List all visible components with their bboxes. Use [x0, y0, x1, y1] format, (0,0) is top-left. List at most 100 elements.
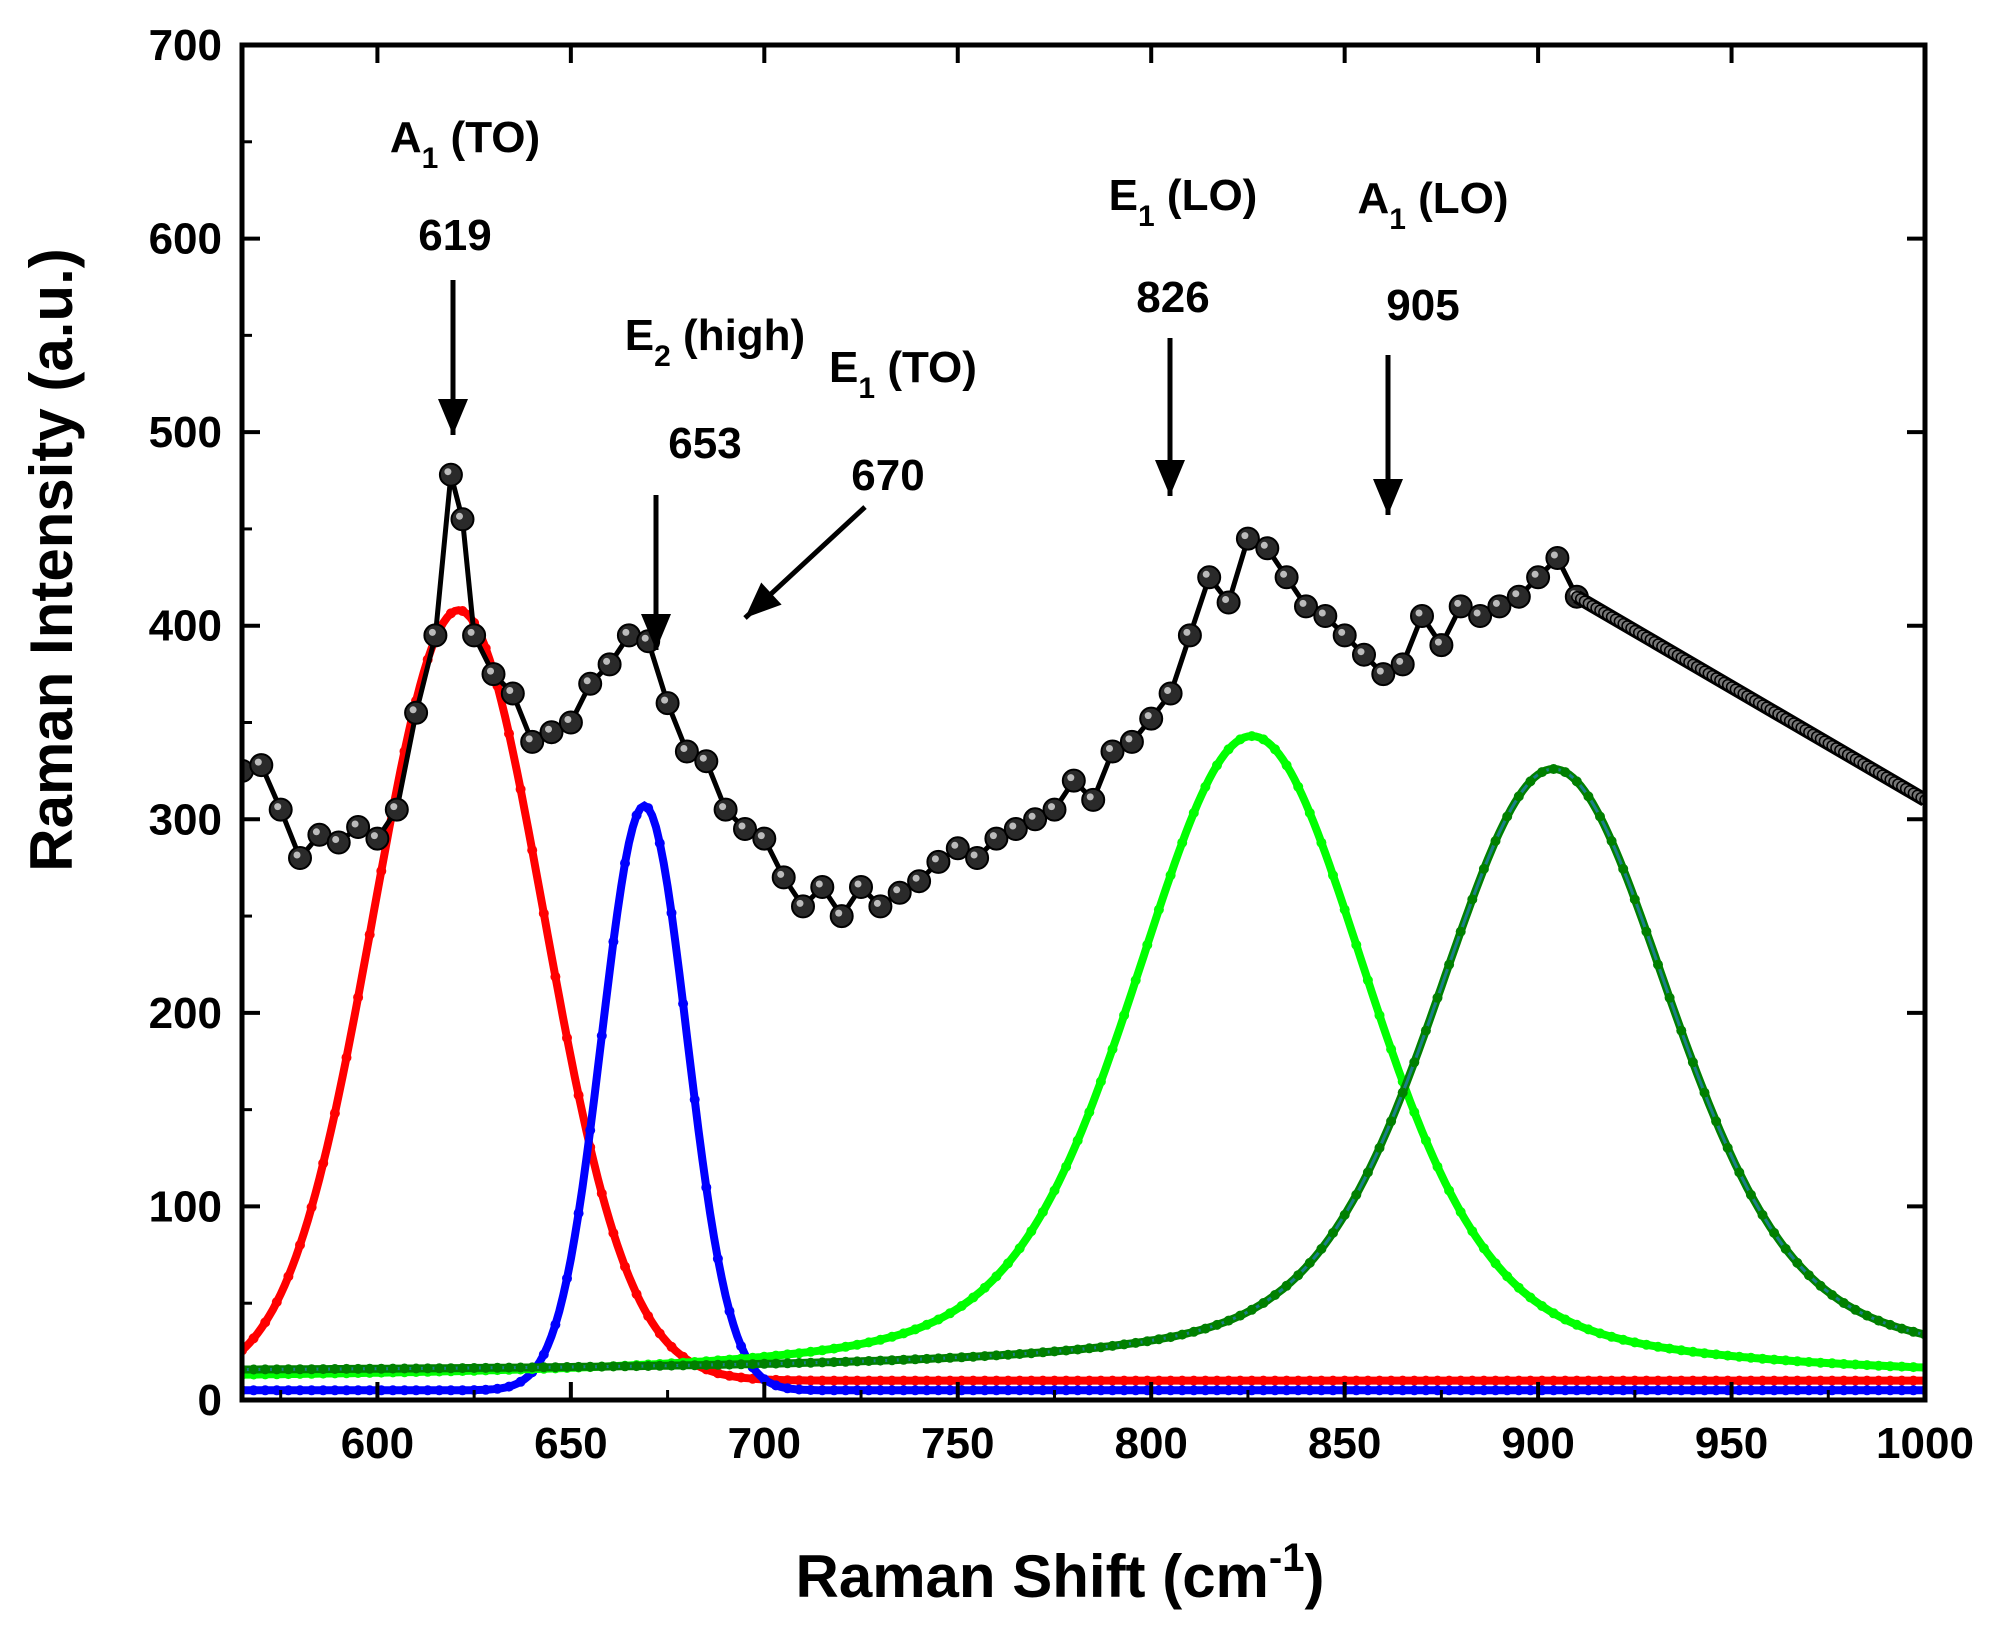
peak-marker	[1014, 1385, 1025, 1396]
peak-marker	[1571, 1375, 1582, 1386]
peak-marker	[1560, 767, 1571, 778]
peak-marker	[1328, 1227, 1338, 1238]
peak-marker	[805, 1385, 816, 1395]
peak-marker	[1246, 1304, 1257, 1315]
experimental-point-shine	[293, 851, 301, 859]
experimental-point-shine	[1473, 609, 1481, 617]
peak-marker	[724, 1359, 735, 1370]
peak-marker	[1003, 1375, 1014, 1386]
peak-marker	[1838, 1298, 1849, 1308]
peak-marker	[1328, 1385, 1338, 1396]
peak-marker	[1873, 1315, 1884, 1326]
peak-marker	[1513, 1385, 1524, 1396]
experimental-point	[1332, 623, 1357, 648]
y-tick-label: 600	[149, 215, 222, 264]
peak-marker	[1165, 1375, 1176, 1386]
experimental-point	[1177, 623, 1202, 648]
peak-marker	[248, 1333, 259, 1344]
annotation-label: E1 (TO)	[829, 343, 977, 405]
peak-marker	[504, 1362, 514, 1373]
peak-marker	[1525, 1292, 1536, 1303]
experimental-point	[655, 691, 680, 716]
peak-marker	[1119, 1375, 1130, 1386]
peak-marker	[1745, 1375, 1756, 1386]
x-axis-title-main: Raman Shift (cm	[796, 1543, 1269, 1610]
experimental-point	[481, 662, 506, 687]
peak-marker	[596, 1188, 607, 1199]
peak-marker	[1003, 1385, 1014, 1396]
peak-marker	[1745, 1385, 1756, 1396]
peak-marker	[1281, 1375, 1292, 1386]
peak-marker	[1595, 811, 1605, 822]
peak-marker	[1699, 1375, 1710, 1386]
peak-marker	[1130, 975, 1141, 986]
peak-marker	[979, 1351, 990, 1362]
experimental-point	[1061, 768, 1086, 793]
peak-marker	[1792, 1385, 1803, 1396]
peak-marker	[1537, 767, 1547, 778]
annotation-value: 619	[418, 211, 491, 260]
peak-marker	[364, 929, 375, 940]
peak-marker	[562, 1273, 572, 1284]
peak-marker	[1014, 1375, 1025, 1386]
peak-marker	[550, 1362, 561, 1373]
peak-marker	[654, 1328, 665, 1339]
peak-marker	[1583, 1385, 1594, 1396]
experimental-point	[849, 875, 873, 899]
peak-marker	[1235, 1385, 1246, 1396]
peak-marker	[643, 1361, 654, 1371]
peak-marker	[1606, 1331, 1617, 1342]
x-axis-title-end: )	[1305, 1543, 1325, 1610]
y-tick-label: 200	[149, 989, 222, 1038]
peak-marker	[1653, 1341, 1663, 1352]
experimental-point-shine	[1376, 667, 1384, 675]
peak-marker	[1444, 1185, 1455, 1196]
peak-marker	[1606, 1375, 1617, 1386]
experimental-point-shine	[1048, 803, 1055, 811]
peak-marker	[1386, 1385, 1397, 1396]
peak-marker	[1026, 1226, 1037, 1237]
peak-marker	[1420, 1385, 1431, 1396]
annotation-label: E2 (high)	[625, 311, 805, 373]
peak-marker	[1862, 1385, 1872, 1396]
peak-marker	[1548, 764, 1559, 774]
peak-marker	[1142, 939, 1153, 950]
peak-marker	[1409, 1375, 1420, 1386]
peak-marker	[1188, 1385, 1199, 1396]
peak-marker	[1873, 1385, 1884, 1396]
peak-marker	[829, 1375, 839, 1386]
peak-marker	[991, 1375, 1002, 1386]
peak-marker	[968, 1292, 979, 1303]
peak-marker	[631, 1289, 642, 1300]
peak-marker	[1270, 1375, 1280, 1386]
y-tick-label: 700	[149, 21, 222, 70]
annotation-label-sub: 1	[858, 372, 875, 405]
experimental-point	[1119, 729, 1144, 754]
peak-marker	[759, 1374, 770, 1385]
peak-marker	[1583, 1375, 1594, 1386]
peak-marker	[1467, 1226, 1478, 1237]
experimental-point-shine	[1164, 687, 1172, 694]
experimental-point	[1294, 594, 1318, 619]
peak-marker	[1722, 1350, 1733, 1361]
peak-marker	[399, 1385, 410, 1396]
peak-marker	[1409, 1107, 1420, 1118]
peak-marker	[1908, 1375, 1919, 1386]
experimental-point-shine	[1028, 812, 1036, 820]
peak-marker	[1293, 781, 1304, 792]
peak-marker	[573, 1090, 584, 1101]
experimental-point-shine	[1009, 822, 1017, 830]
peak-marker	[712, 1368, 723, 1379]
peak-marker	[1200, 781, 1211, 792]
peak-marker	[1595, 1328, 1605, 1339]
experimental-point	[713, 797, 738, 822]
peak-marker	[805, 1375, 816, 1386]
peak-marker	[1409, 1385, 1420, 1396]
peak-marker	[863, 1356, 874, 1366]
peak-marker	[1119, 1010, 1130, 1021]
experimental-point-shine	[1067, 774, 1075, 782]
peak-marker	[1711, 1116, 1722, 1127]
annotation-value: 905	[1386, 281, 1459, 330]
peak-annotation: A1 (LO) 905	[1357, 174, 1509, 515]
peak-marker	[817, 1357, 828, 1368]
